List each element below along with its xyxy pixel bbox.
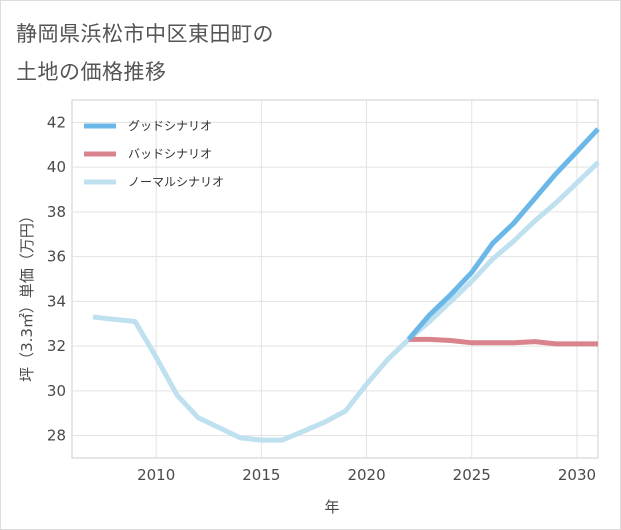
x-tick-label-2025: 2025 <box>453 466 491 484</box>
y-tick-label-38: 38 <box>47 203 66 221</box>
series-lines <box>92 127 600 443</box>
x-tick-label-2030: 2030 <box>558 466 596 484</box>
plot-area <box>71 99 599 459</box>
x-axis-title: 年 <box>324 498 339 516</box>
y-tick-label-34: 34 <box>47 292 66 310</box>
x-tick-label-2015: 2015 <box>242 466 280 484</box>
series-line-2 <box>92 160 600 443</box>
y-tick-label-40: 40 <box>47 158 66 176</box>
legend-label-1: バッドシナリオ <box>128 147 212 161</box>
series-line-1 <box>408 336 598 347</box>
y-tick-label-32: 32 <box>47 337 66 355</box>
x-tick-label-2010: 2010 <box>137 466 175 484</box>
y-tick-label-28: 28 <box>47 427 66 445</box>
legend-label-0: グッドシナリオ <box>128 119 212 133</box>
y-tick-label-30: 30 <box>47 382 66 400</box>
y-axis-title: 坪（3.3㎡）単価（万円） <box>18 208 36 382</box>
tick-labels: 2010 2015 2020 2025 2030 28 30 32 34 36 38 40 42 <box>47 113 596 484</box>
chart-title-line-1: 静岡県浜松市中区東田町の <box>16 22 274 46</box>
grid-lines <box>72 100 598 458</box>
y-tick-label-36: 36 <box>47 248 66 266</box>
y-tick-label-42: 42 <box>47 113 66 131</box>
legend-label-2: ノーマルシナリオ <box>128 175 224 189</box>
chart-title-line-2: 土地の価格推移 <box>16 60 167 84</box>
x-tick-label-2020: 2020 <box>347 466 385 484</box>
series-line-0 <box>406 127 600 342</box>
